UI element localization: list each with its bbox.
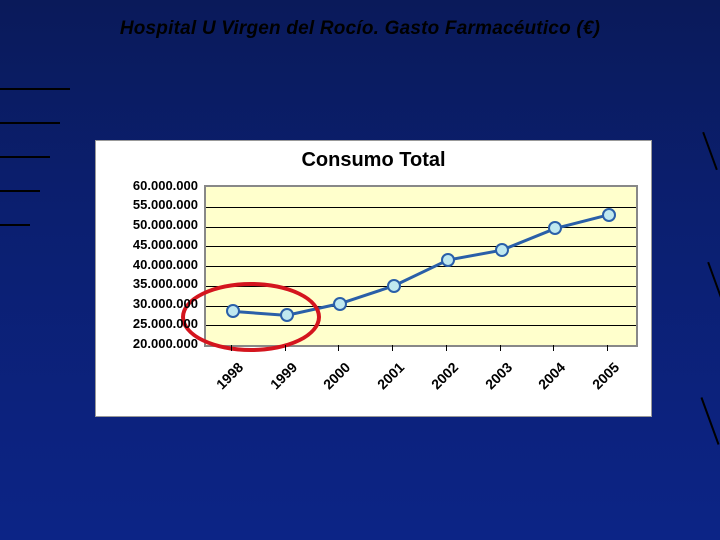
- y-axis-label: 45.000.000: [133, 237, 198, 252]
- x-axis-label: 2005: [583, 359, 623, 399]
- data-marker: [387, 279, 401, 293]
- deco-line: [0, 156, 50, 158]
- y-axis-label: 25.000.000: [133, 316, 198, 331]
- data-marker: [441, 253, 455, 267]
- x-tick: [607, 345, 608, 351]
- plot-area: [204, 185, 638, 347]
- x-tick: [231, 345, 232, 351]
- x-axis-label: 2001: [368, 359, 408, 399]
- chart-title: Consumo Total: [96, 149, 651, 172]
- deco-line: [0, 88, 70, 90]
- deco-line: [0, 190, 40, 192]
- x-tick: [553, 345, 554, 351]
- deco-line: [0, 122, 60, 124]
- x-tick: [500, 345, 501, 351]
- x-tick: [285, 345, 286, 351]
- x-axis-label: 2003: [475, 359, 515, 399]
- x-axis-label: 2004: [529, 359, 569, 399]
- slide-title: Hospital U Virgen del Rocío. Gasto Farma…: [0, 18, 720, 40]
- data-marker: [602, 208, 616, 222]
- x-axis-label: 1998: [207, 359, 247, 399]
- data-marker: [495, 243, 509, 257]
- y-axis-label: 60.000.000: [133, 178, 198, 193]
- y-axis-label: 55.000.000: [133, 197, 198, 212]
- x-axis-label: 1999: [260, 359, 300, 399]
- x-axis-label: 2000: [314, 359, 354, 399]
- x-tick: [446, 345, 447, 351]
- y-axis-label: 35.000.000: [133, 276, 198, 291]
- y-axis-label: 50.000.000: [133, 217, 198, 232]
- y-axis-label: 40.000.000: [133, 257, 198, 272]
- y-axis-label: 30.000.000: [133, 296, 198, 311]
- y-axis-label: 20.000.000: [133, 336, 198, 351]
- data-marker: [333, 297, 347, 311]
- x-axis-label: 2002: [422, 359, 462, 399]
- chart-panel: Consumo Total 60.000.000 55.000.000 50.000…: [95, 140, 652, 417]
- x-tick: [338, 345, 339, 351]
- data-marker: [548, 221, 562, 235]
- deco-line: [0, 224, 30, 226]
- highlight-ellipse: [181, 282, 321, 352]
- x-tick: [392, 345, 393, 351]
